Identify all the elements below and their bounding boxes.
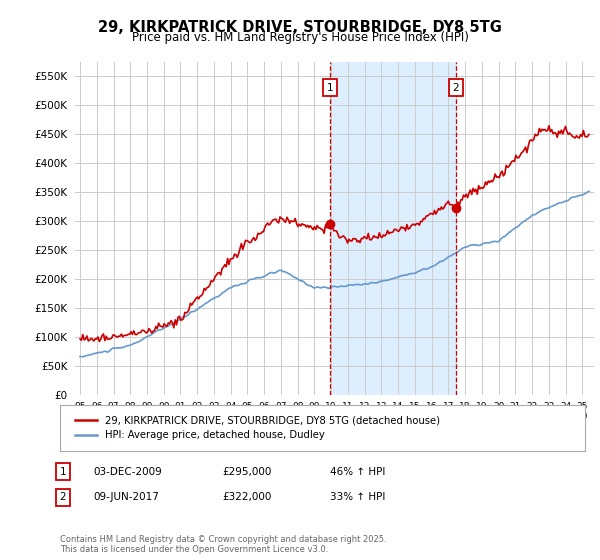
Text: 1: 1 [326, 83, 333, 92]
Text: Price paid vs. HM Land Registry's House Price Index (HPI): Price paid vs. HM Land Registry's House … [131, 31, 469, 44]
Text: £322,000: £322,000 [222, 492, 271, 502]
Legend: 29, KIRKPATRICK DRIVE, STOURBRIDGE, DY8 5TG (detached house), HPI: Average price: 29, KIRKPATRICK DRIVE, STOURBRIDGE, DY8 … [70, 410, 445, 445]
Text: 46% ↑ HPI: 46% ↑ HPI [330, 466, 385, 477]
Text: 09-JUN-2017: 09-JUN-2017 [93, 492, 159, 502]
Text: £295,000: £295,000 [222, 466, 271, 477]
Text: Contains HM Land Registry data © Crown copyright and database right 2025.
This d: Contains HM Land Registry data © Crown c… [60, 535, 386, 554]
Bar [330, 62, 456, 395]
Text: 2: 2 [452, 83, 459, 92]
Text: 03-DEC-2009: 03-DEC-2009 [93, 466, 162, 477]
Text: 2: 2 [59, 492, 67, 502]
Text: 33% ↑ HPI: 33% ↑ HPI [330, 492, 385, 502]
Text: 1: 1 [59, 466, 67, 477]
Text: 29, KIRKPATRICK DRIVE, STOURBRIDGE, DY8 5TG: 29, KIRKPATRICK DRIVE, STOURBRIDGE, DY8 … [98, 20, 502, 35]
